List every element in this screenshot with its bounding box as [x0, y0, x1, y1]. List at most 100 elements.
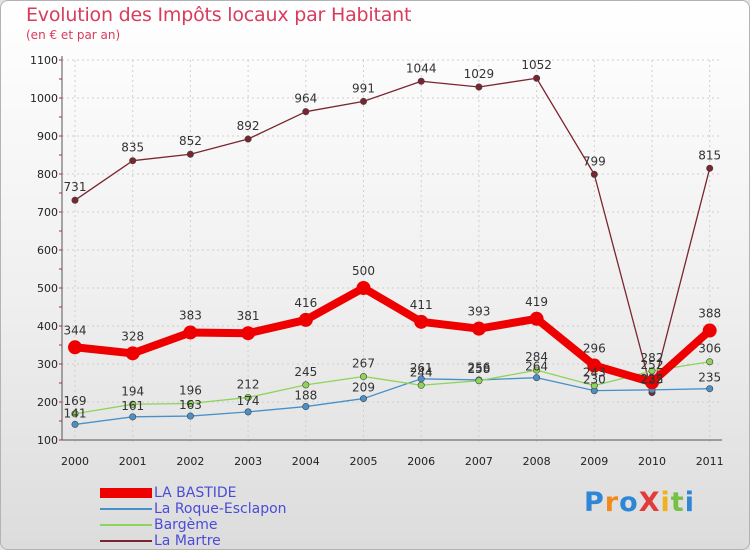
- data-label-bargeme: 306: [698, 342, 721, 356]
- data-label-bargeme: 244: [410, 365, 433, 379]
- data-point-bargeme: [302, 381, 310, 389]
- logo-letter: t: [670, 487, 685, 518]
- chart-subtitle: (en € et par an): [26, 28, 121, 42]
- data-label-bargeme: 245: [294, 365, 317, 379]
- x-tick-label: 2000: [61, 455, 89, 468]
- series-line-la-bastide: [71, 284, 714, 387]
- data-point-la-bastide: [471, 321, 486, 336]
- y-tick-label: 300: [37, 358, 58, 371]
- data-point-la-bastide: [298, 312, 313, 327]
- chart-title: Evolution des Impôts locaux par Habitant: [26, 4, 412, 26]
- data-label-la-martre: 799: [583, 154, 606, 168]
- y-tick-label: 800: [37, 168, 58, 181]
- data-label-la-bastide: 393: [467, 305, 490, 319]
- y-tick-label: 600: [37, 244, 58, 257]
- logo-letter: P: [584, 487, 605, 518]
- data-label-la-bastide: 252: [641, 358, 664, 372]
- data-point-bargeme: [648, 367, 656, 375]
- data-point-bargeme: [359, 373, 367, 381]
- data-point-la-roque-esclapon: [302, 403, 310, 411]
- data-point-la-bastide: [183, 325, 198, 340]
- y-tick-label: 1100: [30, 54, 58, 67]
- data-point-la-roque-esclapon: [706, 385, 714, 393]
- data-point-la-bastide: [68, 340, 82, 355]
- data-label-la-bastide: 388: [698, 307, 721, 321]
- data-label-la-roque-esclapon: 188: [294, 389, 317, 403]
- data-label-la-bastide: 500: [352, 264, 375, 278]
- data-label-la-roque-esclapon: 235: [698, 371, 721, 385]
- y-tick-label: 500: [37, 282, 58, 295]
- data-point-bargeme: [533, 366, 541, 374]
- legend-label-la-roque-esclapon: La Roque-Esclapon: [154, 501, 287, 517]
- data-point-la-martre: [302, 108, 310, 116]
- data-point-la-roque-esclapon: [533, 374, 541, 382]
- data-label-bargeme: 196: [179, 384, 202, 398]
- legend-label-bargeme: Bargème: [154, 517, 218, 533]
- x-tick-label: 2009: [580, 455, 608, 468]
- data-label-la-roque-esclapon: 261: [410, 361, 433, 375]
- data-point-la-martre: [417, 77, 425, 85]
- data-label-la-bastide: 328: [121, 329, 144, 343]
- data-label-bargeme: 169: [64, 394, 87, 408]
- data-point-la-roque-esclapon: [129, 413, 137, 421]
- data-label-la-martre: 852: [179, 134, 202, 148]
- legend-label-la-martre: La Martre: [154, 533, 221, 549]
- legend-swatch-la-roque-esclapon: [100, 508, 152, 510]
- x-tick-label: 2010: [638, 455, 666, 468]
- data-label-la-martre: 835: [121, 141, 144, 155]
- y-tick-label: 100: [37, 434, 58, 447]
- data-point-la-martre: [129, 157, 137, 165]
- x-tick-label: 2001: [119, 455, 147, 468]
- y-tick-label: 200: [37, 396, 58, 409]
- data-point-la-martre: [186, 150, 194, 158]
- logo-letter: o: [619, 487, 639, 518]
- data-label-la-martre: 1052: [521, 58, 552, 72]
- y-tick-label: 1000: [30, 92, 58, 105]
- data-point-la-bastide: [587, 358, 602, 373]
- data-label-la-roque-esclapon: 230: [583, 373, 606, 387]
- data-label-la-martre: 225: [641, 373, 664, 387]
- data-label-bargeme: 256: [467, 361, 490, 375]
- data-label-la-martre: 991: [352, 81, 375, 95]
- data-label-la-martre: 1029: [464, 67, 495, 81]
- legend-swatch-bargeme: [100, 524, 152, 526]
- data-point-bargeme: [129, 400, 137, 408]
- logo-letter: i: [684, 487, 695, 518]
- proxiti-logo: ProXiti: [584, 487, 695, 518]
- x-tick-label: 2008: [523, 455, 551, 468]
- data-point-bargeme: [244, 393, 252, 401]
- y-tick-label: 700: [37, 206, 58, 219]
- series-line-la-roque-esclapon: [74, 377, 711, 426]
- data-label-la-roque-esclapon: 258: [467, 362, 490, 376]
- data-point-bargeme: [71, 410, 79, 418]
- data-point-la-martre: [533, 74, 541, 82]
- data-label-la-martre: 964: [294, 92, 317, 106]
- data-point-bargeme: [475, 377, 483, 385]
- data-point-la-bastide: [414, 314, 429, 329]
- x-tick-label: 2003: [234, 455, 262, 468]
- data-point-la-martre: [71, 196, 79, 204]
- data-point-bargeme: [417, 381, 425, 389]
- data-label-la-roque-esclapon: 209: [352, 381, 375, 395]
- series-line-bargeme: [74, 361, 711, 415]
- data-point-la-roque-esclapon: [244, 408, 252, 416]
- data-label-la-bastide: 411: [410, 298, 433, 312]
- data-label-la-roque-esclapon: 174: [237, 394, 260, 408]
- data-label-la-roque-esclapon: 161: [121, 399, 144, 413]
- data-label-la-roque-esclapon: 264: [525, 360, 548, 374]
- data-point-la-bastide: [529, 311, 544, 326]
- data-point-la-martre: [475, 83, 483, 91]
- legend-swatch-la-martre: [100, 540, 152, 542]
- series-line-la-martre: [74, 77, 711, 394]
- data-point-la-bastide: [702, 323, 717, 338]
- logo-letter: X: [638, 487, 661, 518]
- data-point-la-bastide: [241, 326, 256, 341]
- data-label-la-roque-esclapon: 141: [64, 406, 87, 420]
- data-label-bargeme: 212: [237, 377, 260, 391]
- x-tick-label: 2011: [696, 455, 724, 468]
- data-label-la-bastide: 416: [294, 296, 317, 310]
- data-label-la-roque-esclapon: 232: [641, 372, 664, 386]
- data-label-la-martre: 731: [64, 180, 87, 194]
- data-point-la-martre: [590, 170, 598, 178]
